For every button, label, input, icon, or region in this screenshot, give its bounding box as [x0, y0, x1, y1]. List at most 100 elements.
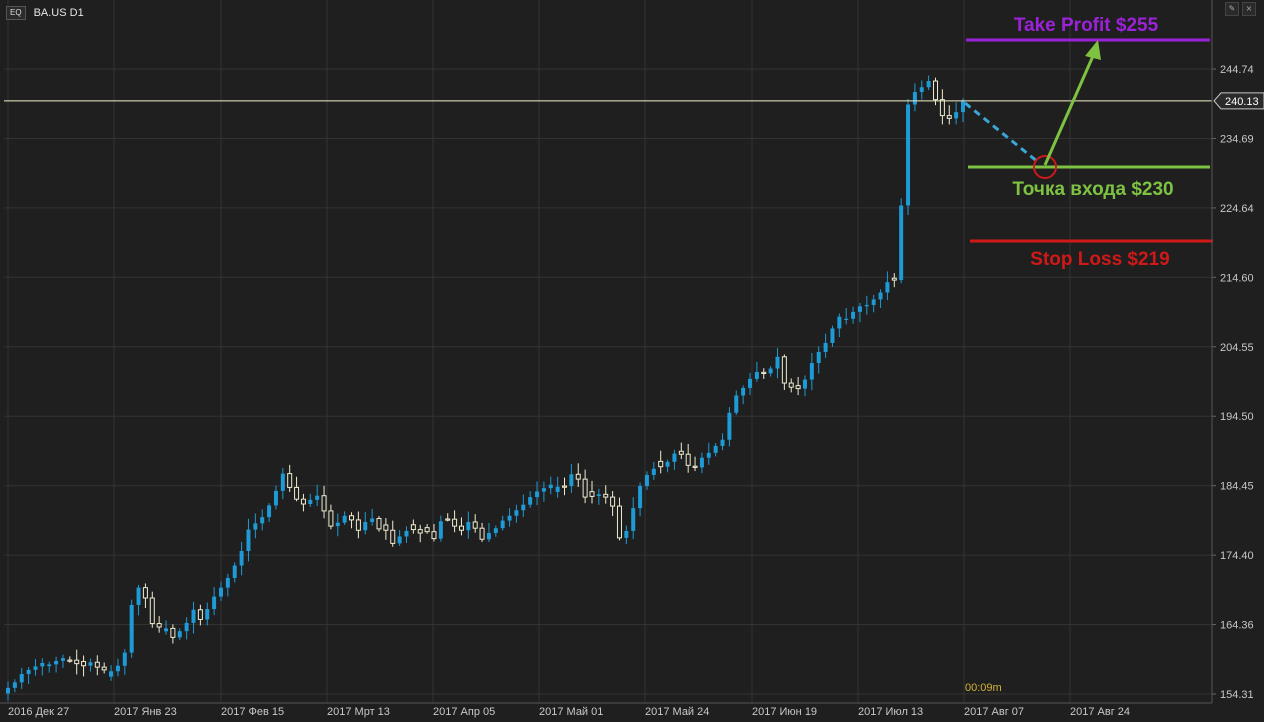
candle-body [410, 524, 416, 531]
candle-body [830, 328, 835, 343]
candle-body [156, 623, 162, 628]
candle-body [954, 112, 959, 119]
candle-body [445, 518, 451, 521]
time-tick-label: 2017 Фев 15 [221, 706, 284, 718]
window-controls: ✎ × [1225, 2, 1256, 16]
candle-body [741, 387, 746, 396]
price-tick-label: 184.45 [1220, 481, 1254, 493]
candle-body [253, 523, 258, 530]
time-tick-label: 2017 Авг 24 [1070, 706, 1130, 718]
candle-body [355, 519, 361, 531]
eq-badge[interactable]: EQ [6, 6, 26, 20]
candle-body [417, 529, 423, 534]
candle-body [521, 504, 526, 511]
candle-body [493, 528, 498, 534]
price-tick-label: 194.50 [1220, 411, 1254, 423]
take-profit-arrow-shaft [1043, 55, 1095, 166]
price-tick-label: 164.36 [1220, 620, 1254, 632]
time-tick-label: 2017 Мрт 13 [327, 706, 390, 718]
candle-body [754, 371, 759, 379]
price-tick-label: 214.60 [1220, 272, 1254, 284]
candle-body [404, 530, 409, 537]
candle-body [472, 521, 478, 529]
candle-body [94, 661, 100, 668]
candle-body [933, 80, 939, 101]
candle-body [170, 627, 176, 638]
candle-body [60, 658, 65, 661]
candle-body [191, 609, 196, 623]
candle-body [596, 494, 601, 497]
candle-body [788, 382, 794, 388]
candle-body [651, 468, 656, 475]
candle-body [267, 505, 272, 518]
candle-body [761, 371, 767, 375]
candle-body [624, 530, 629, 538]
time-tick-label: 2017 Июл 13 [858, 706, 923, 718]
candle-body [6, 687, 10, 694]
candle-body [280, 473, 285, 491]
candle-body [837, 316, 842, 329]
candle-body [287, 473, 293, 488]
price-tick-label: 204.55 [1220, 342, 1254, 354]
candle-body [273, 490, 278, 506]
candle-body [321, 495, 327, 512]
candle-body [149, 597, 155, 625]
candle-body [81, 661, 87, 667]
candle-body [486, 533, 491, 540]
candle-body [727, 412, 732, 440]
candle-body [19, 674, 24, 683]
candle-body [308, 499, 313, 505]
candle-body [528, 497, 533, 505]
candle-body [878, 292, 883, 300]
candle-body [514, 510, 519, 516]
candle-body [616, 505, 622, 539]
candle-body [678, 450, 684, 455]
candle-body [768, 368, 773, 374]
candle-body [720, 439, 725, 446]
bar-timer: 00:09m [965, 682, 1002, 694]
candle-body [431, 531, 437, 540]
candle-body [638, 486, 643, 509]
candle-body [658, 460, 664, 468]
candle-body [129, 604, 134, 653]
price-tick-label: 234.69 [1220, 133, 1254, 145]
candle-body [349, 515, 355, 521]
pencil-icon[interactable]: ✎ [1225, 2, 1239, 16]
candle-body [300, 498, 306, 505]
price-tick-label: 224.64 [1220, 203, 1254, 215]
candle-body [500, 520, 505, 529]
candle-body [177, 631, 182, 638]
candle-body [864, 304, 869, 307]
time-tick-label: 2017 Май 01 [539, 706, 603, 718]
candle-body [631, 508, 636, 531]
price-tick-label: 174.40 [1220, 550, 1254, 562]
close-icon[interactable]: × [1242, 2, 1256, 16]
candle-body [315, 495, 320, 500]
candle-body [109, 671, 114, 677]
projected-dip-line [964, 101, 1039, 164]
time-tick-label: 2017 Июн 19 [752, 706, 817, 718]
candle-body [885, 282, 890, 293]
candle-body [335, 522, 340, 527]
candle-body [706, 452, 711, 458]
candle-body [555, 486, 560, 492]
candle-body [424, 527, 430, 533]
candle-body [363, 521, 368, 531]
candle-body [205, 609, 210, 620]
candle-body [294, 486, 300, 500]
candle-body [47, 664, 52, 667]
price-tick-label: 244.74 [1220, 64, 1254, 76]
candle-body [582, 478, 588, 498]
candle-body [390, 529, 396, 544]
candle-body [685, 453, 691, 466]
candle-body [562, 485, 568, 488]
candle-body [197, 609, 203, 620]
candle-body [218, 587, 223, 597]
candle-body [225, 577, 230, 588]
candle-body [370, 518, 375, 522]
candle-body [122, 652, 127, 666]
entry-label: Точка входа $230 [1012, 179, 1173, 200]
